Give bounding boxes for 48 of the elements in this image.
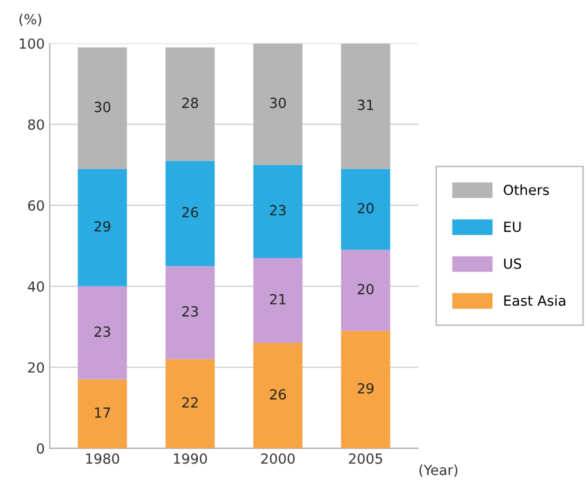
bar xyxy=(166,47,215,161)
bar xyxy=(341,330,390,448)
x-axis-title: (Year) xyxy=(419,464,458,477)
x-tick-label: 2000 xyxy=(261,453,295,464)
x-tick-label: 1990 xyxy=(174,453,207,464)
bar xyxy=(341,250,390,331)
bar xyxy=(253,164,302,258)
y-tick-label: 40 xyxy=(28,281,44,292)
y-axis-title: (%) xyxy=(20,14,42,26)
data-label: 23 xyxy=(94,326,110,337)
bar xyxy=(166,160,215,266)
legend-label: US xyxy=(504,258,522,269)
x-tick-label: 1980 xyxy=(86,453,120,464)
bar xyxy=(341,168,390,250)
data-label: 23 xyxy=(270,204,286,216)
bar xyxy=(253,43,302,165)
data-label: 28 xyxy=(182,98,198,108)
bar xyxy=(78,168,127,286)
legend-label: EU xyxy=(504,222,521,232)
data-label: 30 xyxy=(270,98,286,108)
data-label: 17 xyxy=(95,408,110,418)
legend-label: East Asia xyxy=(504,295,566,306)
bar xyxy=(78,47,127,169)
legend-label: Others xyxy=(504,184,549,196)
data-label: 22 xyxy=(182,397,198,408)
data-label: 20 xyxy=(358,284,374,294)
bar xyxy=(253,342,302,448)
data-label: 20 xyxy=(358,202,374,214)
y-tick-label: 20 xyxy=(28,362,44,373)
data-label: 26 xyxy=(182,206,198,218)
y-tick-label: 0 xyxy=(36,443,44,454)
bar xyxy=(341,43,390,169)
x-tick-label: 2005 xyxy=(348,453,382,464)
data-label: 29 xyxy=(358,383,374,394)
data-label: 29 xyxy=(94,221,110,232)
data-label: 30 xyxy=(94,102,110,112)
y-tick-label: 80 xyxy=(28,119,44,130)
data-label: 23 xyxy=(182,306,198,317)
bar xyxy=(78,286,127,380)
bar xyxy=(166,266,215,360)
bar xyxy=(78,379,127,448)
y-tick-label: 60 xyxy=(28,200,44,211)
y-tick-label: 100 xyxy=(20,38,44,49)
data-label: 31 xyxy=(358,100,374,110)
bar xyxy=(253,258,302,343)
bar xyxy=(166,359,215,448)
data-label: 26 xyxy=(270,389,286,400)
data-label: 21 xyxy=(270,294,286,304)
